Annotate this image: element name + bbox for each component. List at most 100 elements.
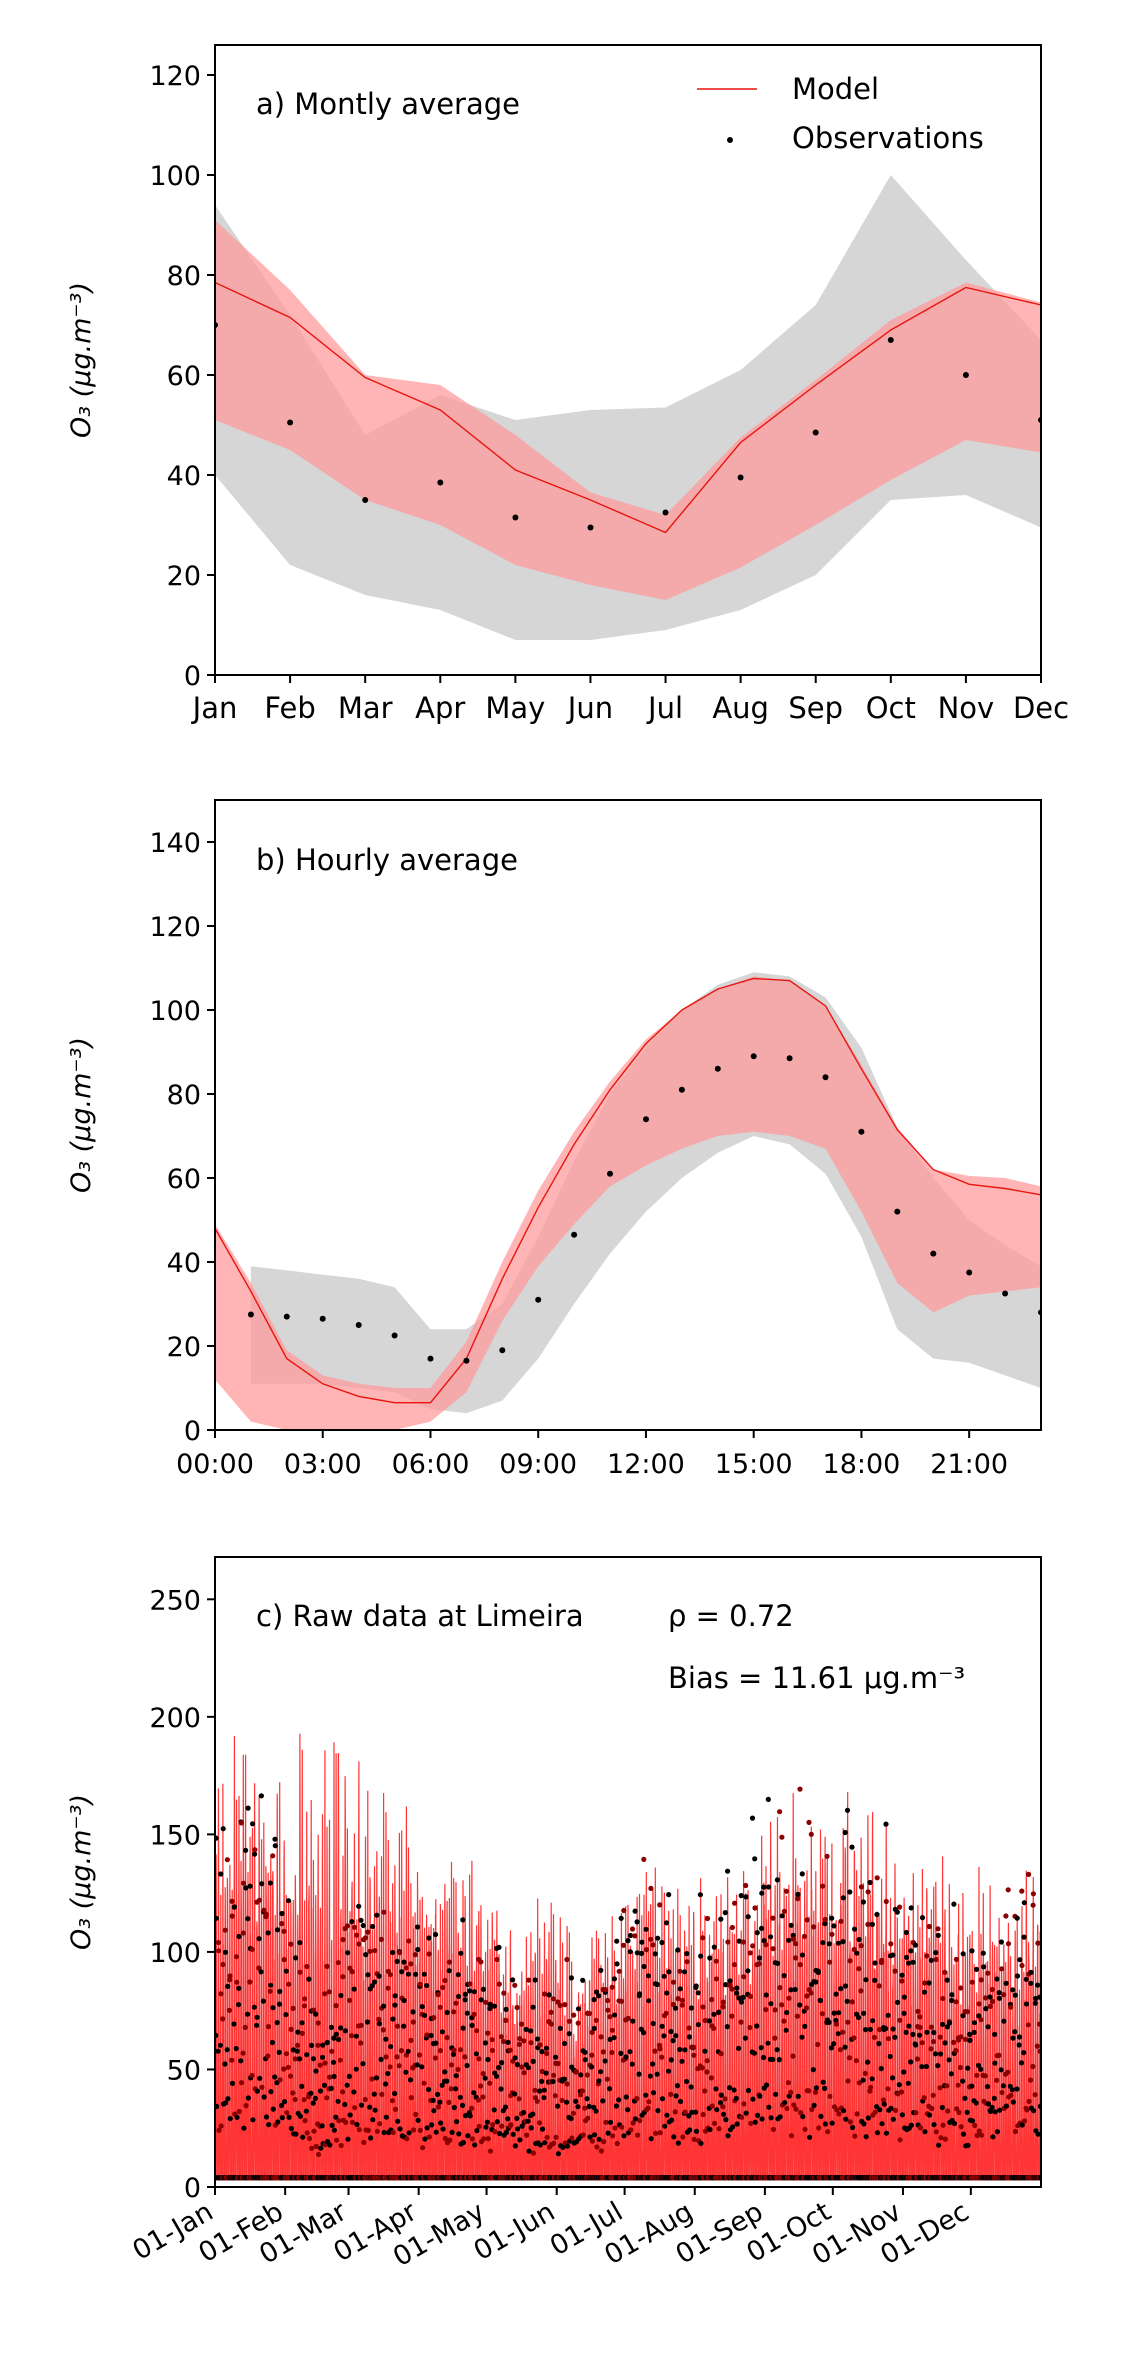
observation-point [824,1853,830,1859]
observation-point [220,1826,226,1832]
observation-point [509,1977,516,1983]
observation-point [422,2012,428,2018]
observation-point [258,1793,264,1799]
observation-point [383,2114,389,2120]
observation-point [553,2134,559,2140]
observation-point [797,2002,803,2008]
observation-point [650,2061,656,2067]
observation-point [268,1982,274,1988]
observation-point [756,1955,763,1961]
x-tick-label: Apr [415,691,465,725]
observation-point [743,1894,749,1900]
observation-point [313,2143,319,2149]
observation-point [548,2021,554,2027]
observation-point [464,2062,470,2069]
observation-point [309,2145,315,2151]
observation-point [329,2048,335,2054]
observation-point [974,2132,980,2139]
observation-point [851,1946,857,1952]
observation-point [406,2130,412,2136]
observation-point [831,2010,837,2016]
observation-point [1008,2004,1014,2010]
observation-point [737,474,744,481]
observation-point [919,2040,925,2046]
observation-point [874,1911,880,1918]
observation-point [883,2130,890,2136]
observation-point [840,1895,846,1901]
observation-point [361,2139,367,2145]
observation-point [410,2009,416,2015]
observation-point [813,1979,819,1985]
observation-point [607,2014,613,2020]
observation-point [1009,2087,1016,2093]
panel-c-plot [215,1733,1041,2181]
observation-point [447,2137,453,2143]
observation-point [838,1918,844,1924]
observation-point [435,1992,441,1998]
observation-point [917,2032,923,2038]
observation-point [514,2115,520,2121]
observation-point [973,2100,979,2106]
observation-point [951,2120,958,2127]
observation-point [880,2097,887,2103]
observation-point [245,1805,251,1811]
panel-a-x-axis: Jan Feb Mar Apr May Jun Jul Aug Sep Oct Nov Dec [191,675,1069,725]
observation-point [451,2047,457,2053]
observation-point [693,2109,699,2115]
observation-point [512,514,519,521]
observation-point [992,2109,998,2115]
observation-point [279,2115,285,2121]
observation-point [405,2048,411,2054]
observation-point [1022,2118,1028,2124]
observation-point [713,1958,719,1964]
observation-point [935,1926,941,1932]
observation-point [770,1915,776,1921]
observation-point [919,2064,925,2070]
observation-point [688,2005,695,2011]
observation-point [645,2105,651,2111]
observation-point [966,1269,973,1276]
observation-point [840,2029,846,2035]
observation-point [611,1976,618,1982]
observation-point [301,2097,307,2103]
observation-point [962,372,969,378]
observation-point [322,1991,328,1997]
observation-point [632,2116,639,2122]
observation-point [936,2142,942,2148]
observation-point [249,1946,255,1952]
x-tick-label: 18:00 [823,1449,901,1480]
observation-point [946,2057,952,2063]
panel-c-label: c) Raw data at Limeira [256,1599,584,1633]
observation-point [555,2103,561,2109]
observation-point [836,2111,842,2117]
observation-point [870,2018,876,2024]
observation-point [990,1998,996,2005]
observation-point [346,2073,352,2079]
observation-point [980,1950,986,1956]
observation-point [725,1939,731,1945]
observation-point [276,2001,283,2007]
observation-point [308,2042,315,2048]
observation-point [942,1969,948,1975]
observation-point [511,2091,518,2097]
observation-point [505,2039,511,2045]
observation-point [858,1988,864,1994]
observation-point [788,1987,794,1993]
observation-point [236,1985,242,1991]
observation-point [992,2031,998,2037]
observation-point [643,1947,650,1953]
observation-point [247,1883,253,1889]
observation-point [571,2012,577,2018]
observation-point [215,2103,220,2110]
observation-point [727,1978,733,1984]
observation-point [806,1819,812,1825]
observation-point [1003,1913,1009,1919]
observation-point [964,2009,971,2015]
observation-point [499,2060,505,2066]
observation-point [318,2145,324,2151]
observation-point [890,2026,896,2032]
observation-point [879,2121,885,2127]
observation-point [426,1951,432,1957]
observation-point [476,2056,482,2062]
observation-point [686,2025,692,2031]
